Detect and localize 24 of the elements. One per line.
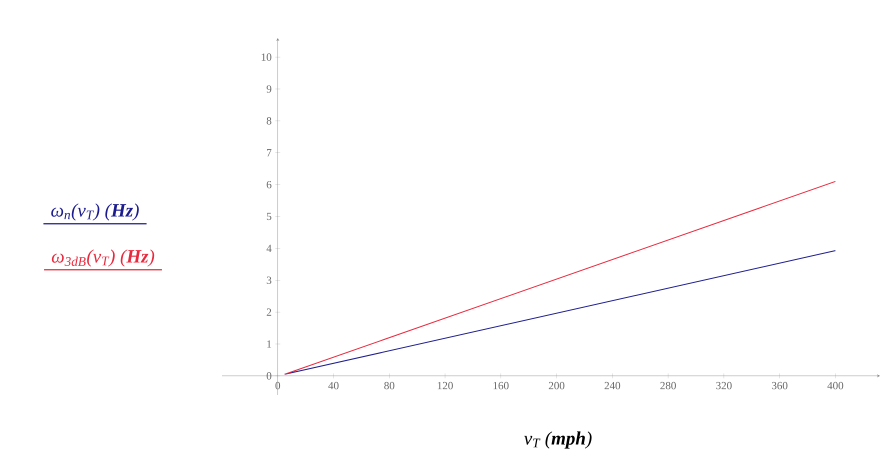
y-tick-label: 10 [262,53,272,61]
text: ω$_{3dB}$(v$_{T}$) (Hz) [52,249,154,267]
y-tick-label: 1 [267,340,272,348]
y-tick-label: 4 [266,244,272,252]
y-tick-label: 2 [266,308,272,316]
x-tick-label: 400 [827,382,844,390]
x-tick-label: 280 [660,382,676,390]
x-tick-label: 160 [494,382,509,390]
y-tick-label: 8 [266,117,272,125]
x-tick-label: 200 [548,382,564,390]
y-tick-label: 7 [266,149,272,156]
x-tick-label: 120 [438,382,453,390]
y-tick-label: 0 [266,372,272,380]
text: ω$_{n}$(v$_{T}$) (Hz) [51,203,139,221]
x-tick-label: 360 [772,382,788,390]
x-tick-label: 80 [384,382,394,390]
x-axis-title: v$_{T}$ (mph) [524,431,592,449]
x-tick-label: 320 [716,382,732,390]
x-tick-label: 240 [604,382,620,390]
y-tick-label: 9 [266,85,272,93]
y-tick-label: 6 [266,180,272,188]
y-tick-label: 5 [266,212,272,220]
x-tick-label: 40 [328,382,339,390]
y-tick-label: 3 [266,276,272,284]
